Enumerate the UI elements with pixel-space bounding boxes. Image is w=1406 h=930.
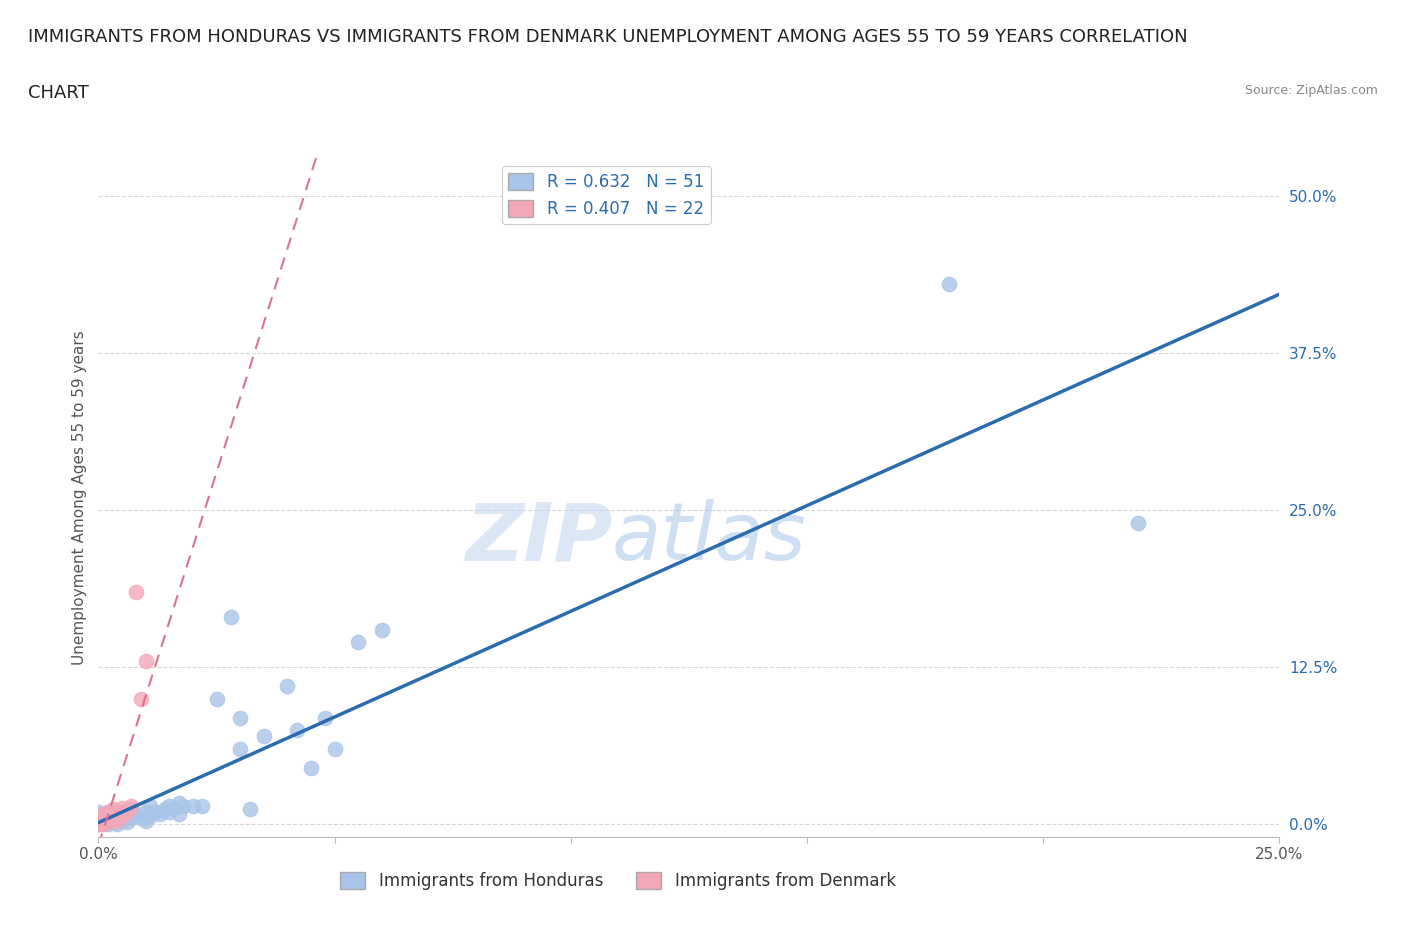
Point <box>163 801 186 816</box>
Point <box>125 584 148 599</box>
Y-axis label: Unemployment Among Ages 55 to 59 years: Unemployment Among Ages 55 to 59 years <box>72 330 87 665</box>
Point <box>157 798 180 813</box>
Point <box>91 807 114 822</box>
Point <box>111 813 134 828</box>
Point <box>239 802 262 817</box>
Point <box>229 711 252 725</box>
Point <box>111 804 134 819</box>
Point <box>181 798 204 813</box>
Point <box>153 802 176 817</box>
Point <box>105 813 128 828</box>
Point <box>105 817 128 831</box>
Point <box>191 798 214 813</box>
Point <box>97 817 120 831</box>
Point <box>101 807 124 822</box>
Point <box>87 804 110 819</box>
Point <box>347 634 370 649</box>
Point <box>91 817 114 831</box>
Point <box>115 808 138 823</box>
Point <box>1126 515 1149 530</box>
Point <box>323 741 346 756</box>
Point <box>135 804 157 819</box>
Point <box>121 802 143 817</box>
Point <box>129 691 152 706</box>
Text: IMMIGRANTS FROM HONDURAS VS IMMIGRANTS FROM DENMARK UNEMPLOYMENT AMONG AGES 55 T: IMMIGRANTS FROM HONDURAS VS IMMIGRANTS F… <box>28 28 1188 46</box>
Point <box>87 817 110 831</box>
Point <box>139 798 162 813</box>
Point <box>87 811 110 826</box>
Point <box>115 815 138 830</box>
Text: Source: ZipAtlas.com: Source: ZipAtlas.com <box>1244 84 1378 97</box>
Text: CHART: CHART <box>28 84 89 101</box>
Point <box>938 276 960 291</box>
Point <box>129 811 152 826</box>
Point <box>125 807 148 822</box>
Point <box>115 804 138 819</box>
Point <box>299 761 322 776</box>
Point <box>91 813 114 828</box>
Point <box>91 807 114 822</box>
Point <box>121 798 143 813</box>
Point <box>97 804 120 819</box>
Point <box>101 809 124 824</box>
Point <box>101 802 124 817</box>
Point <box>121 811 143 826</box>
Point <box>97 804 120 819</box>
Point <box>97 811 120 826</box>
Point <box>149 807 172 822</box>
Point <box>105 807 128 822</box>
Point <box>167 807 190 822</box>
Point <box>87 813 110 828</box>
Point <box>276 679 298 694</box>
Point <box>87 817 110 831</box>
Point <box>167 796 190 811</box>
Point <box>229 741 252 756</box>
Point <box>314 711 336 725</box>
Point <box>172 798 194 813</box>
Point <box>135 813 157 828</box>
Point <box>219 609 242 624</box>
Point <box>111 808 134 823</box>
Point <box>253 729 276 744</box>
Text: atlas: atlas <box>612 499 807 578</box>
Point <box>285 723 308 737</box>
Point <box>205 691 228 706</box>
Point <box>157 804 180 819</box>
Point <box>101 811 124 826</box>
Point <box>91 817 114 831</box>
Point <box>91 813 114 828</box>
Text: ZIP: ZIP <box>465 499 612 578</box>
Point <box>371 622 394 637</box>
Point <box>139 808 162 823</box>
Point <box>97 815 120 830</box>
Point <box>87 817 110 831</box>
Point <box>143 804 166 819</box>
Point <box>135 654 157 669</box>
Point <box>105 804 128 819</box>
Point <box>87 811 110 826</box>
Legend: Immigrants from Honduras, Immigrants from Denmark: Immigrants from Honduras, Immigrants fro… <box>333 865 903 897</box>
Point <box>101 815 124 830</box>
Point <box>111 801 134 816</box>
Point <box>97 811 120 826</box>
